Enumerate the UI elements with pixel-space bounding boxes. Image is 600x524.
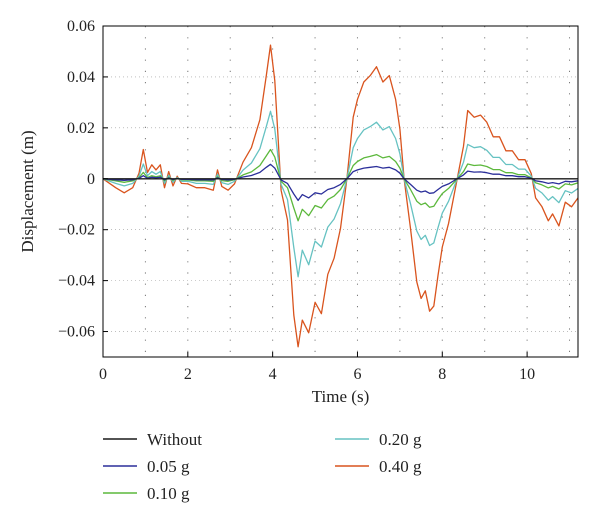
x-tick-label: 0 bbox=[99, 366, 107, 383]
y-tick-label: −0.06 bbox=[58, 324, 95, 341]
legend-label-1: 0.05 g bbox=[147, 457, 190, 476]
y-tick-label: 0.02 bbox=[67, 120, 95, 137]
x-tick-label: 2 bbox=[184, 366, 192, 383]
x-tick-label: 10 bbox=[519, 366, 535, 383]
x-axis-title: Time (s) bbox=[312, 387, 369, 406]
x-tick-label: 6 bbox=[353, 366, 361, 383]
series-line-4 bbox=[103, 44, 578, 348]
y-tick-label: 0.06 bbox=[67, 18, 95, 35]
x-tick-label: 4 bbox=[269, 366, 277, 383]
series-layer bbox=[103, 44, 578, 348]
y-tick-label: 0 bbox=[87, 171, 95, 188]
legend: Without 0.05 g 0.10 g 0.20 g 0.40 g bbox=[103, 430, 422, 503]
series-line-2 bbox=[103, 148, 578, 222]
series-line-3 bbox=[103, 110, 578, 278]
legend-label-0: Without bbox=[147, 430, 202, 449]
y-tick-label: 0.04 bbox=[67, 69, 95, 86]
legend-label-2: 0.10 g bbox=[147, 484, 190, 503]
legend-label-4: 0.40 g bbox=[379, 457, 422, 476]
y-tick-label: −0.04 bbox=[58, 273, 95, 290]
grid-layer bbox=[103, 26, 578, 357]
legend-label-3: 0.20 g bbox=[379, 430, 422, 449]
ticks-layer: 0 2 4 6 8 10 −0.06 −0.04 −0.02 0 0.02 0.04 0.06 bbox=[58, 18, 535, 383]
x-tick-label: 8 bbox=[438, 366, 446, 383]
y-tick-label: −0.02 bbox=[58, 222, 95, 239]
y-axis-title: Displacement (m) bbox=[18, 130, 37, 252]
plot-frame bbox=[102, 25, 579, 358]
